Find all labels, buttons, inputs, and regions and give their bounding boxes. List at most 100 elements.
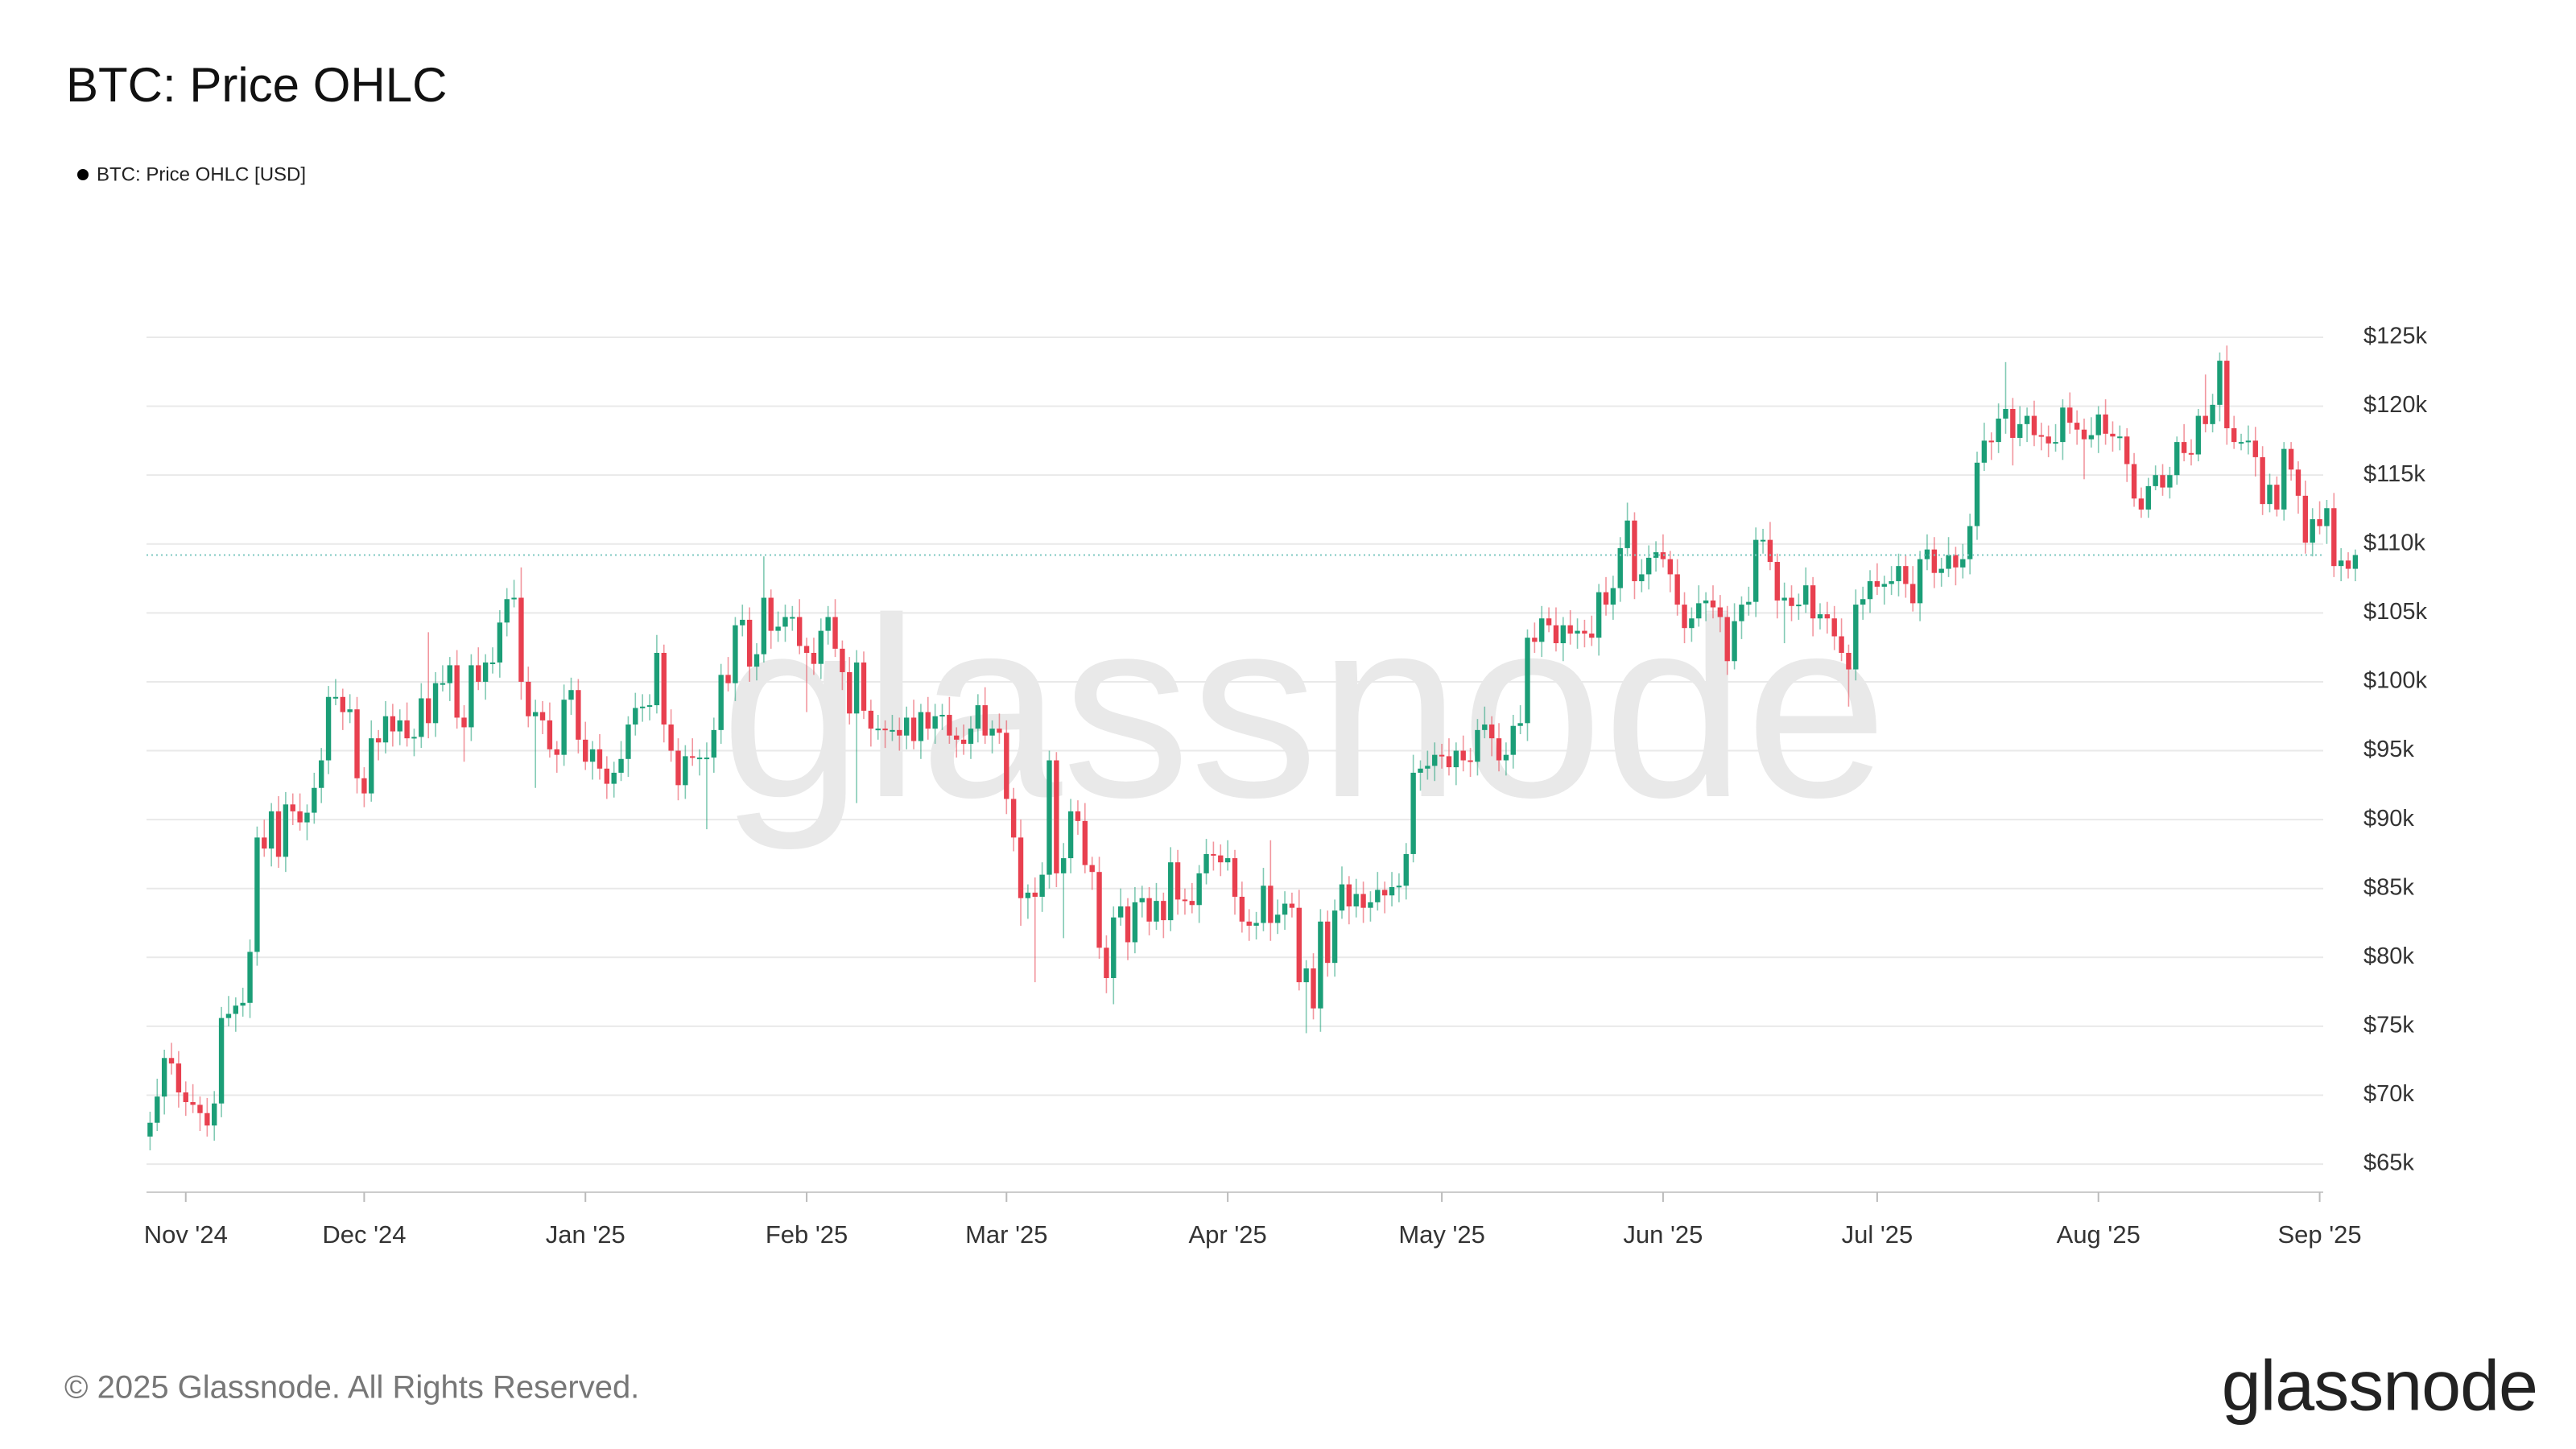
brand-logo: glassnode	[2222, 1345, 2537, 1425]
candle-body	[225, 1013, 232, 1018]
candle-body	[639, 706, 646, 708]
candle-body	[611, 772, 617, 784]
candle-body	[768, 597, 774, 631]
candle-body	[1988, 440, 1994, 443]
candle-body	[247, 952, 253, 1003]
grid-layer	[147, 336, 2323, 1166]
candle-body	[1946, 555, 1951, 569]
candle-body	[1132, 902, 1138, 943]
candle-body	[1303, 968, 1309, 983]
candle-body	[576, 690, 581, 740]
candle-body	[1311, 968, 1316, 1009]
candle-body	[1403, 853, 1409, 886]
candle-body	[197, 1104, 203, 1113]
candle-body	[2046, 436, 2051, 444]
candle-body	[753, 654, 760, 667]
candle-body	[511, 597, 517, 600]
candle-body	[275, 811, 282, 857]
candle-body	[1824, 614, 1831, 619]
y-tick-label: $75k	[2363, 1013, 2414, 1038]
candle-body	[325, 696, 332, 761]
legend-marker	[77, 169, 89, 180]
candle-body	[2202, 415, 2208, 424]
candle-body	[1146, 898, 1152, 922]
candle-body	[2317, 518, 2322, 526]
candle-body	[2295, 469, 2301, 496]
x-tick-label: Jan '25	[546, 1220, 625, 1249]
y-tick-label: $80k	[2363, 943, 2414, 969]
candle-body	[1082, 820, 1088, 865]
candle-body	[1318, 921, 1323, 1009]
y-tick-label: $90k	[2363, 806, 2414, 832]
candle-body	[1067, 811, 1074, 859]
candle-body	[925, 712, 931, 729]
candle-body	[1331, 910, 1338, 964]
candle-body	[204, 1113, 210, 1126]
candle-body	[1653, 552, 1659, 558]
candle-body	[2245, 440, 2252, 443]
candle-body	[882, 729, 888, 731]
candle-body	[1846, 653, 1852, 670]
candle-body	[1953, 555, 1959, 568]
candle-body	[554, 749, 559, 755]
candle-body	[2324, 508, 2330, 526]
candle-body	[340, 696, 345, 712]
candle-body	[382, 716, 389, 743]
candle-body	[1246, 921, 1252, 926]
candle-body	[1111, 917, 1117, 978]
candle-body	[1639, 574, 1645, 581]
candle-body	[725, 675, 731, 683]
candle-body	[469, 665, 474, 728]
candle-body	[1446, 756, 1452, 768]
candle-body	[2060, 407, 2066, 443]
chart-title: BTC: Price OHLC	[66, 58, 447, 112]
candle-body	[1439, 754, 1445, 757]
y-tick-label: $95k	[2363, 737, 2414, 762]
candle-body	[2138, 498, 2145, 510]
candle-body	[1211, 853, 1216, 856]
candle-body	[526, 681, 531, 716]
candle-body	[2174, 442, 2180, 476]
candle-body	[2067, 407, 2073, 423]
candle-body	[2145, 485, 2151, 510]
candle-body	[939, 715, 945, 717]
candle-body	[1539, 618, 1545, 642]
candle-body	[1468, 760, 1473, 762]
candle-body	[1339, 884, 1345, 911]
candle-body	[675, 750, 681, 786]
candle-body	[1004, 733, 1009, 799]
candle-body	[1346, 884, 1352, 906]
candle-body	[240, 1002, 246, 1006]
candle-body	[1575, 630, 1580, 634]
candle-body	[268, 811, 275, 849]
candle-body	[1931, 549, 1938, 573]
candle-body	[1154, 901, 1159, 922]
candle-body	[2302, 495, 2309, 543]
candle-body	[561, 700, 567, 755]
candle-body	[690, 756, 696, 758]
candle-body	[1161, 901, 1166, 921]
candle-body	[1432, 754, 1438, 766]
candle-body	[425, 698, 431, 724]
candle-body	[2352, 555, 2359, 569]
candle-body	[489, 662, 496, 664]
copyright: © 2025 Glassnode. All Rights Reserved.	[64, 1370, 639, 1406]
candle-body	[890, 729, 895, 732]
candle-body	[625, 724, 631, 759]
candle-body	[1674, 574, 1680, 605]
candle-body	[539, 712, 546, 720]
candle-body	[1496, 738, 1502, 761]
candle-body	[761, 597, 767, 654]
candle-body	[1960, 559, 1966, 568]
candle-layer	[147, 345, 2359, 1150]
candle-body	[683, 756, 688, 786]
candle-body	[1218, 855, 1224, 863]
candle-body	[2195, 415, 2202, 455]
candle-body	[1389, 887, 1395, 896]
candle-body	[2081, 429, 2087, 440]
candle-body	[790, 617, 795, 619]
x-tick-label: May '25	[1398, 1220, 1485, 1249]
candle-body	[704, 758, 710, 760]
candle-body	[997, 729, 1002, 733]
